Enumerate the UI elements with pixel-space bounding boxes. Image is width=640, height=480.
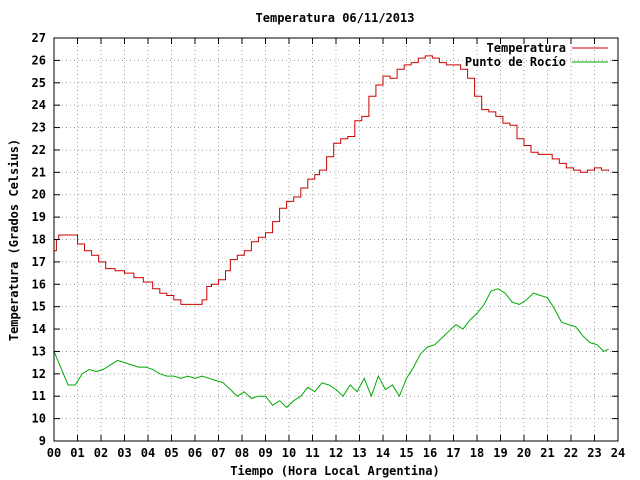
y-tick-label: 19 (32, 210, 46, 224)
y-tick-label: 15 (32, 300, 46, 314)
y-tick-label: 11 (32, 389, 46, 403)
x-tick-label: 04 (141, 446, 155, 460)
x-tick-label: 09 (258, 446, 272, 460)
y-tick-label: 10 (32, 412, 46, 426)
y-tick-label: 21 (32, 165, 46, 179)
x-tick-label: 24 (611, 446, 625, 460)
series-layer (53, 55, 610, 409)
y-tick-label: 9 (39, 434, 46, 448)
grid (54, 38, 618, 441)
x-tick-label: 18 (470, 446, 484, 460)
x-tick-label: 08 (235, 446, 249, 460)
x-tick-label: 11 (305, 446, 319, 460)
y-axis-ticks: 9 10 11 12 13 14 15 16 17 18 19 20 21 22 23 24 25 26 27 (32, 31, 618, 448)
x-tick-label: 15 (399, 446, 413, 460)
x-tick-label: 03 (117, 446, 131, 460)
x-tick-label: 06 (188, 446, 202, 460)
x-axis-label: Tiempo (Hora Local Argentina) (230, 464, 440, 478)
y-tick-label: 20 (32, 188, 46, 202)
series-line-1 (53, 288, 609, 409)
y-tick-label: 16 (32, 277, 46, 291)
y-tick-label: 27 (32, 31, 46, 45)
x-tick-label: 12 (329, 446, 343, 460)
x-tick-label: 00 (47, 446, 61, 460)
x-tick-label: 13 (352, 446, 366, 460)
x-tick-label: 05 (164, 446, 178, 460)
y-axis-label: Temperatura (Grados Celsius) (7, 139, 21, 341)
x-tick-label: 17 (446, 446, 460, 460)
y-tick-label: 13 (32, 344, 46, 358)
y-tick-label: 22 (32, 143, 46, 157)
y-tick-label: 18 (32, 233, 46, 247)
y-tick-label: 26 (32, 53, 46, 67)
y-tick-label: 25 (32, 76, 46, 90)
legend-label: Temperatura (487, 41, 566, 55)
y-tick-label: 24 (32, 98, 46, 112)
x-tick-label: 02 (94, 446, 108, 460)
x-tick-label: 22 (564, 446, 578, 460)
x-tick-label: 01 (70, 446, 84, 460)
x-tick-label: 14 (376, 446, 390, 460)
y-tick-label: 23 (32, 121, 46, 135)
x-tick-label: 20 (517, 446, 531, 460)
y-tick-label: 17 (32, 255, 46, 269)
series-line-0 (54, 55, 610, 305)
chart-title: Temperatura 06/11/2013 (256, 11, 415, 25)
x-tick-label: 19 (493, 446, 507, 460)
x-tick-label: 07 (211, 446, 225, 460)
x-tick-label: 16 (423, 446, 437, 460)
x-axis-ticks: 00 01 02 03 04 05 06 07 08 09 10 11 12 13 14 15 16 17 18 19… (47, 38, 625, 460)
x-tick-label: 23 (587, 446, 601, 460)
y-tick-label: 12 (32, 367, 46, 381)
legend-label: Punto de Rocío (465, 55, 566, 69)
y-tick-label: 14 (32, 322, 46, 336)
x-tick-label: 21 (540, 446, 554, 460)
x-tick-label: 10 (282, 446, 296, 460)
